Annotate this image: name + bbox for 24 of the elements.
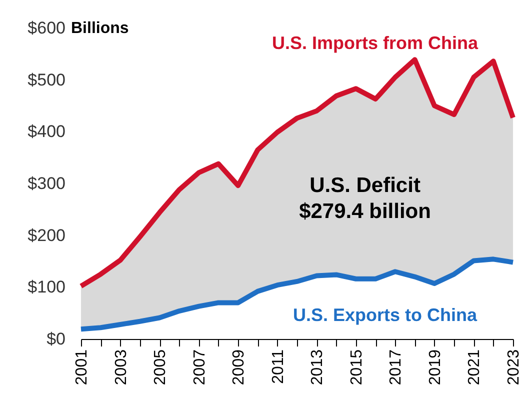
y-tick-label: $200 [28, 226, 66, 245]
x-tick-label: 2011 [270, 349, 287, 384]
y-tick-label: $300 [28, 174, 66, 193]
y-tick-label: $500 [28, 70, 66, 90]
x-tick-label: 2023 [506, 349, 519, 386]
series-label: U.S. Exports to China [292, 305, 478, 325]
series-label: U.S. Imports from China [272, 33, 479, 53]
x-tick-label: 2005 [152, 349, 170, 386]
x-tick-label: 2017 [388, 349, 405, 386]
x-tick-label: 2015 [348, 349, 366, 386]
y-tick-label: $100 [28, 278, 66, 297]
y-tick-label: $0 [46, 330, 66, 348]
x-tick-label: 2007 [191, 349, 208, 386]
y-tick-label: $400 [28, 122, 66, 142]
y-axis-title: Billions [71, 20, 129, 37]
annotation: U.S. Deficit [310, 174, 420, 197]
x-tick-label: 2003 [112, 349, 130, 386]
x-tick-label: 2019 [426, 349, 444, 386]
annotation: $279.4 billion [299, 200, 431, 223]
y-tick-label: $600 [28, 18, 66, 38]
x-tick-label: 2021 [466, 349, 484, 386]
x-tick-label: 2001 [74, 349, 90, 386]
x-tick-label: 2013 [309, 349, 326, 386]
x-tick-label: 2009 [230, 349, 248, 386]
